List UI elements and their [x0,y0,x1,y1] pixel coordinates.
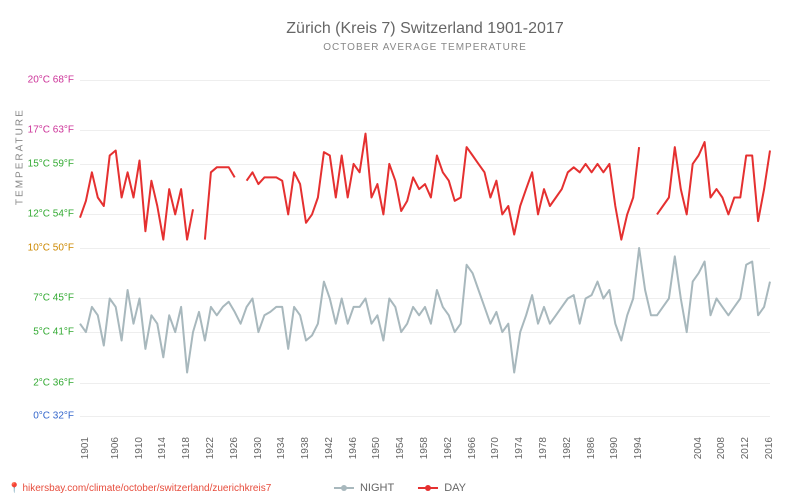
x-tick-label: 1994 [633,437,644,459]
source-url: 📍 hikersbay.com/climate/october/switzerl… [8,483,271,494]
chart-series [80,63,770,433]
y-tick-label: 12°C 54°F [28,209,74,220]
x-tick-label: 1906 [110,437,121,459]
legend-label-day: DAY [444,482,466,494]
legend-label-night: NIGHT [360,482,394,494]
series-line [80,151,193,240]
x-tick-label: 1942 [324,437,335,459]
x-tick-label: 1914 [157,437,168,459]
x-tick-label: 1930 [253,437,264,459]
x-tick-label: 1938 [300,437,311,459]
chart-subtitle: OCTOBER AVERAGE TEMPERATURE [80,42,770,53]
legend: NIGHT DAY [334,482,466,494]
legend-item-night: NIGHT [334,482,394,494]
x-tick-label: 1901 [80,437,91,459]
chart-container: Zürich (Kreis 7) Switzerland 1901-2017 O… [0,0,800,500]
x-tick-label: 1958 [419,437,430,459]
x-tick-label: 1922 [205,437,216,459]
x-tick-label: 2004 [693,437,704,459]
x-tick-label: 1950 [371,437,382,459]
pin-icon: 📍 [8,483,20,494]
x-tick-label: 2016 [764,437,775,459]
x-tick-label: 1970 [490,437,501,459]
y-tick-label: 2°C 36°F [33,377,74,388]
url-text: hikersbay.com/climate/october/switzerlan… [22,483,271,494]
y-tick-label: 15°C 59°F [28,158,74,169]
legend-item-day: DAY [418,482,466,494]
legend-marker-day [418,487,438,489]
x-tick-label: 1962 [443,437,454,459]
series-line [80,248,770,373]
x-tick-label: 1918 [181,437,192,459]
x-tick-label: 1982 [562,437,573,459]
y-tick-label: 7°C 45°F [33,293,74,304]
x-tick-label: 1934 [276,437,287,459]
x-tick-label: 1946 [348,437,359,459]
y-tick-label: 17°C 63°F [28,125,74,136]
x-tick-label: 1954 [395,437,406,459]
x-tick-label: 1910 [134,437,145,459]
x-tick-label: 2012 [740,437,751,459]
x-tick-label: 1990 [609,437,620,459]
x-tick-label: 1966 [467,437,478,459]
x-tick-label: 1986 [586,437,597,459]
y-tick-label: 10°C 50°F [28,243,74,254]
chart-title: Zürich (Kreis 7) Switzerland 1901-2017 [80,20,770,38]
x-tick-label: 1978 [538,437,549,459]
plot-area: TEMPERATURE 0°C 32°F2°C 36°F5°C 41°F7°C … [80,63,770,433]
series-line [657,142,770,221]
y-axis-label: TEMPERATURE [15,108,26,205]
y-tick-label: 20°C 68°F [28,74,74,85]
x-tick-label: 1974 [514,437,525,459]
series-line [205,167,235,239]
series-line [247,134,639,240]
x-tick-label: 1926 [229,437,240,459]
y-tick-label: 5°C 41°F [33,327,74,338]
x-tick-label: 2008 [716,437,727,459]
y-tick-label: 0°C 32°F [33,411,74,422]
legend-marker-night [334,487,354,489]
